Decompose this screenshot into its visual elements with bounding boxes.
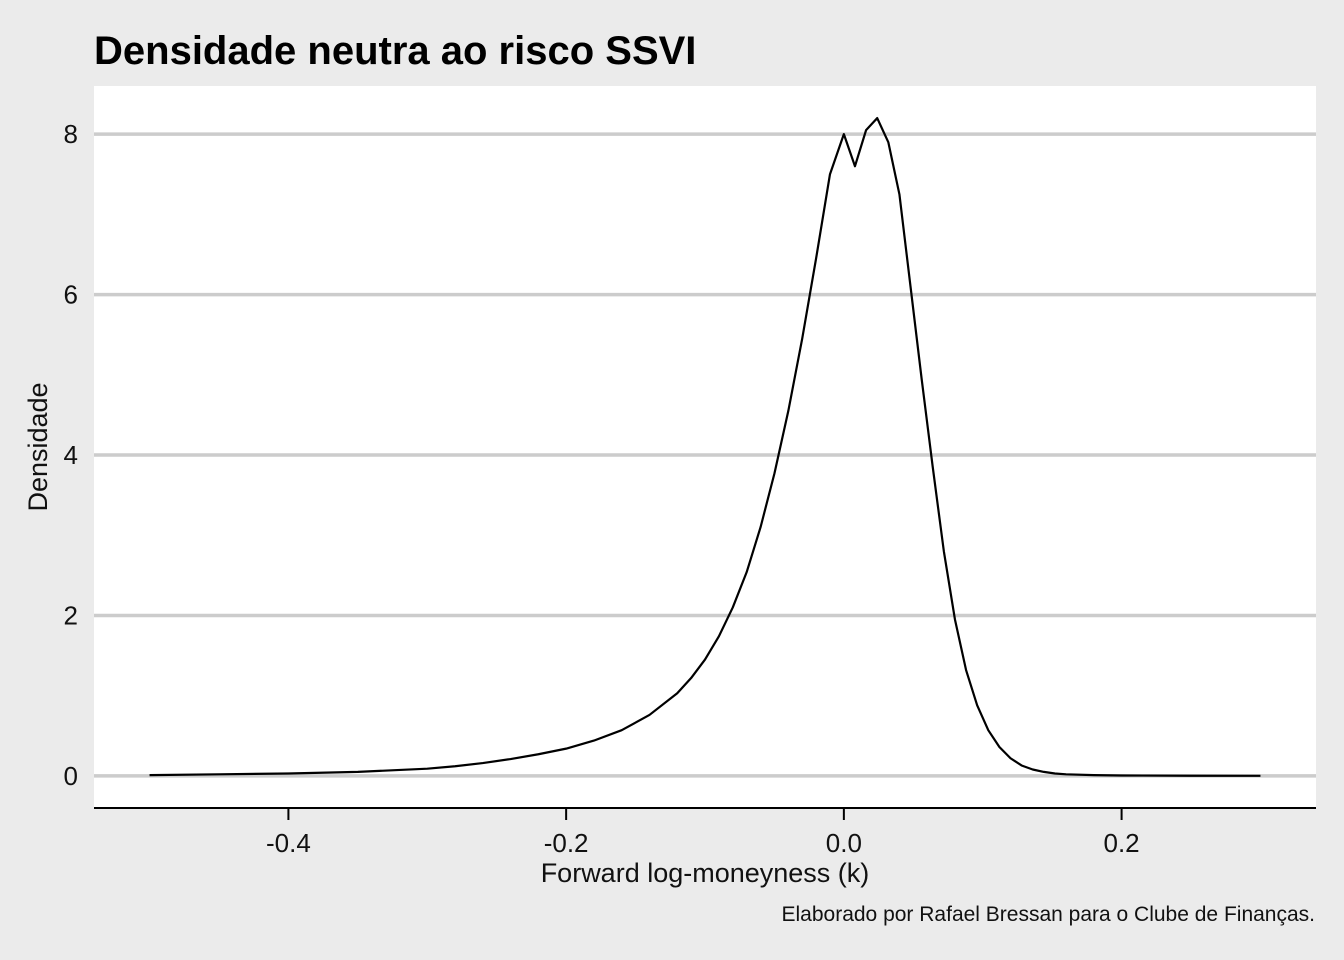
y-tick-label: 8	[64, 119, 78, 149]
x-tick-label: 0.0	[826, 828, 862, 858]
y-tick-label: 4	[64, 440, 78, 470]
x-axis-label: Forward log-moneyness (k)	[541, 858, 870, 888]
x-axis: -0.4 -0.2 0.0 0.2	[94, 807, 1316, 858]
y-tick-label: 2	[64, 600, 78, 630]
chart-caption: Elaborado por Rafael Bressan para o Club…	[782, 903, 1316, 926]
plot-panel	[94, 86, 1316, 808]
density-curve	[149, 116, 1261, 777]
x-tick-label: 0.2	[1104, 828, 1140, 858]
y-axis: 0 2 4 6 8	[64, 119, 78, 791]
y-tick-label: 6	[64, 280, 78, 310]
x-tick-label: -0.2	[544, 828, 589, 858]
y-axis-label: Densidade	[23, 382, 53, 511]
chart-title: Densidade neutra ao risco SSVI	[94, 29, 696, 73]
y-tick-label: 0	[64, 761, 78, 791]
x-tick-label: -0.4	[266, 828, 311, 858]
